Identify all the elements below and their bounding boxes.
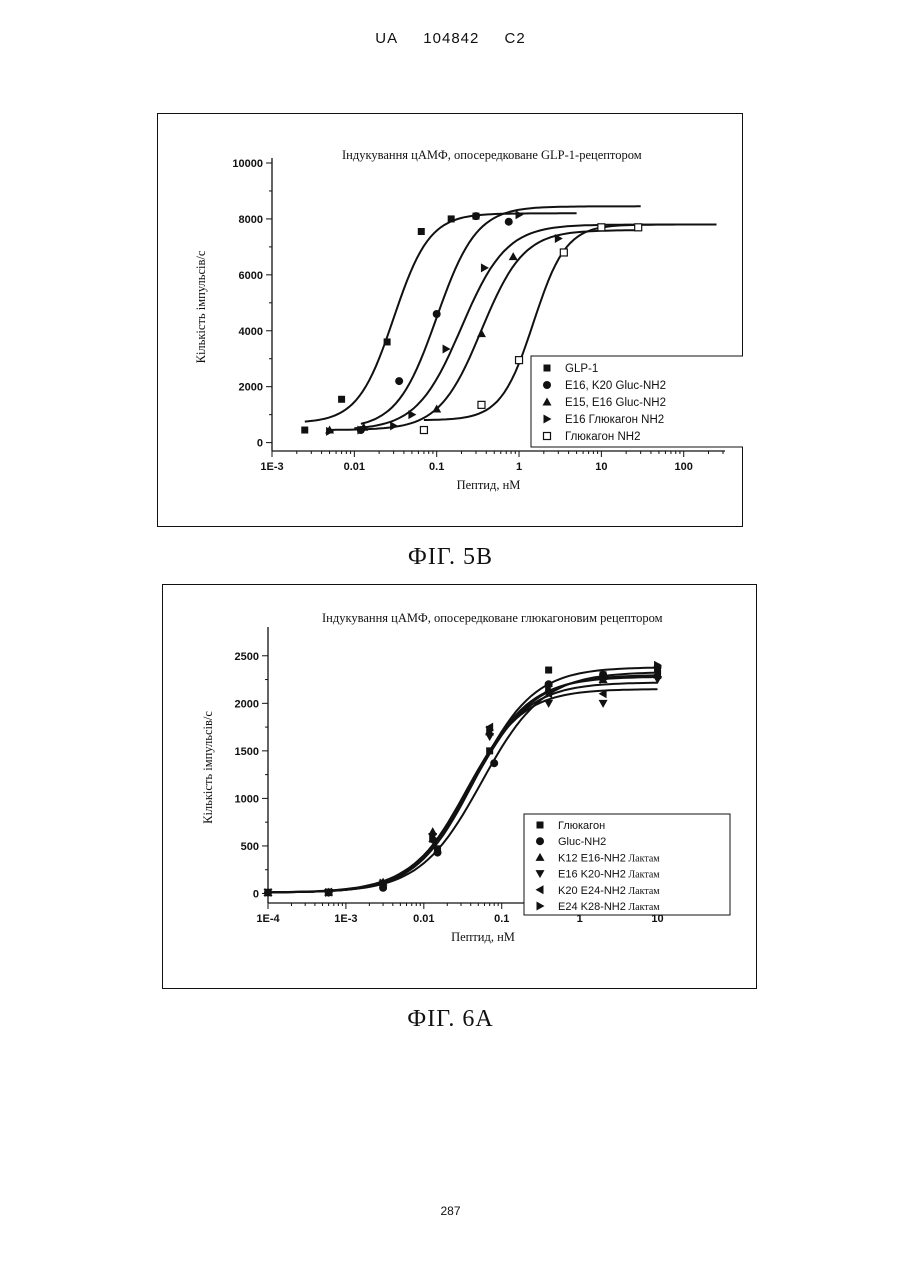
data-point-glp-1 <box>338 396 345 403</box>
legend-label-e16-nh2: E16 Глюкагон NH2 <box>565 414 664 426</box>
chart-title: Індукування цАМФ, опосередковане глюкаго… <box>322 611 663 625</box>
legend-suffix: Лактам <box>626 853 660 864</box>
data-point-nh2 <box>516 357 523 364</box>
figure-6a-chart: Індукування цАМФ, опосередковане глюкаго… <box>162 584 757 989</box>
legend-marker-glp-1 <box>544 365 551 372</box>
data-point-nh2 <box>598 224 605 231</box>
y-tick-label: 8000 <box>239 214 263 226</box>
data-point-gluc-nh2 <box>490 759 498 767</box>
figure-6a-frame: Індукування цАМФ, опосередковане глюкаго… <box>162 584 757 989</box>
y-tick-label: 10000 <box>232 158 263 170</box>
data-point-nh2 <box>560 249 567 256</box>
legend-marker-series <box>537 822 544 829</box>
patent-kind: C2 <box>505 30 526 47</box>
y-tick-label: 2000 <box>239 382 263 394</box>
legend-label-series: Глюкагон <box>558 820 605 832</box>
legend-suffix: Лактам <box>626 886 660 897</box>
legend: GLP-1 E16, K20 Gluc-NH2 E15, E16 Gluc-NH2 E… <box>531 356 743 447</box>
x-axis-label: Пептид, нМ <box>457 478 521 492</box>
legend-marker-nh2 <box>544 433 551 440</box>
x-tick-label: 1E-4 <box>256 913 280 925</box>
y-tick-label: 6000 <box>239 270 263 282</box>
y-tick-label: 4000 <box>239 326 263 338</box>
x-tick-label: 1 <box>516 461 522 473</box>
legend-label-e24-k28-nh2: E24 K28-NH2 Лактам <box>558 901 660 913</box>
page-number: 287 <box>0 1204 901 1218</box>
y-axis-label: Кількість імпульсів/с <box>201 711 215 824</box>
figure-5b-chart: Індукування цАМФ, опосередковане GLP-1-р… <box>157 113 743 527</box>
x-tick-label: 0.01 <box>344 461 365 473</box>
legend-label-k12-e16-nh2: K12 E16-NH2 Лактам <box>558 852 660 864</box>
legend: Глюкагон Gluc-NH2 K12 E16-NH2 Лактам E16 K2… <box>524 814 730 915</box>
chart-title: Індукування цАМФ, опосередковане GLP-1-р… <box>342 148 642 162</box>
y-tick-label: 500 <box>241 841 259 853</box>
legend-marker-e16-k20-gluc-nh2 <box>543 381 551 389</box>
y-tick-label: 0 <box>253 888 259 900</box>
y-tick-label: 1500 <box>235 746 259 758</box>
data-point-nh2 <box>635 224 642 231</box>
data-point-e16-k20-gluc-nh2 <box>472 212 480 220</box>
x-tick-label: 1E-3 <box>260 461 283 473</box>
y-tick-label: 2500 <box>235 651 259 663</box>
chart-frame <box>158 114 743 527</box>
legend-suffix: Лактам <box>626 870 660 881</box>
legend-label-gluc-nh2: Gluc-NH2 <box>558 836 606 848</box>
data-point-e16-k20-gluc-nh2 <box>433 310 441 318</box>
y-tick-label: 1000 <box>235 793 259 805</box>
y-axis-label: Кількість імпульсів/с <box>194 250 208 363</box>
legend-marker-gluc-nh2 <box>536 837 544 845</box>
x-tick-label: 0.1 <box>494 913 509 925</box>
x-axis-label: Пептид, нМ <box>451 930 515 944</box>
legend-label-e15-e16-gluc-nh2: E15, E16 Gluc-NH2 <box>565 397 666 409</box>
legend-label-glp-1: GLP-1 <box>565 363 598 375</box>
data-point-nh2 <box>420 427 427 434</box>
figure-5b-caption: ФІГ. 5В <box>0 544 901 571</box>
patent-country: UA <box>375 30 398 47</box>
chart-frame <box>163 585 757 989</box>
x-tick-label: 1E-3 <box>334 913 357 925</box>
patent-number: 104842 <box>423 30 479 47</box>
x-tick-label: 10 <box>595 461 607 473</box>
x-tick-label: 0.01 <box>413 913 434 925</box>
data-point-e16-k20-gluc-nh2 <box>505 218 513 226</box>
x-tick-label: 0.1 <box>429 461 444 473</box>
legend-suffix: Лактам <box>626 902 660 913</box>
legend-label-k20-e24-nh2: K20 E24-NH2 Лактам <box>558 885 660 897</box>
legend-label-e16-k20-nh2: E16 K20-NH2 Лактам <box>558 869 660 881</box>
data-point-e16-k20-gluc-nh2 <box>395 377 403 385</box>
data-point-glp-1 <box>418 228 425 235</box>
y-tick-label: 0 <box>257 438 263 450</box>
data-point-nh2 <box>478 401 485 408</box>
legend-label-e16-k20-gluc-nh2: E16, K20 Gluc-NH2 <box>565 380 666 392</box>
legend-label-nh2: Глюкагон NH2 <box>565 431 641 443</box>
data-point-glp-1 <box>448 215 455 222</box>
patent-header: UA 104842 C2 <box>0 30 901 47</box>
x-tick-label: 100 <box>675 461 693 473</box>
figure-5b-frame: Індукування цАМФ, опосередковане GLP-1-р… <box>157 113 743 527</box>
legend-box <box>524 814 730 915</box>
data-point-gluc-nh2 <box>434 849 442 857</box>
figure-6a-caption: ФІГ. 6А <box>0 1006 901 1033</box>
data-point-series <box>545 667 552 674</box>
data-point-glp-1 <box>384 338 391 345</box>
data-point-glp-1 <box>301 427 308 434</box>
y-tick-label: 2000 <box>235 698 259 710</box>
